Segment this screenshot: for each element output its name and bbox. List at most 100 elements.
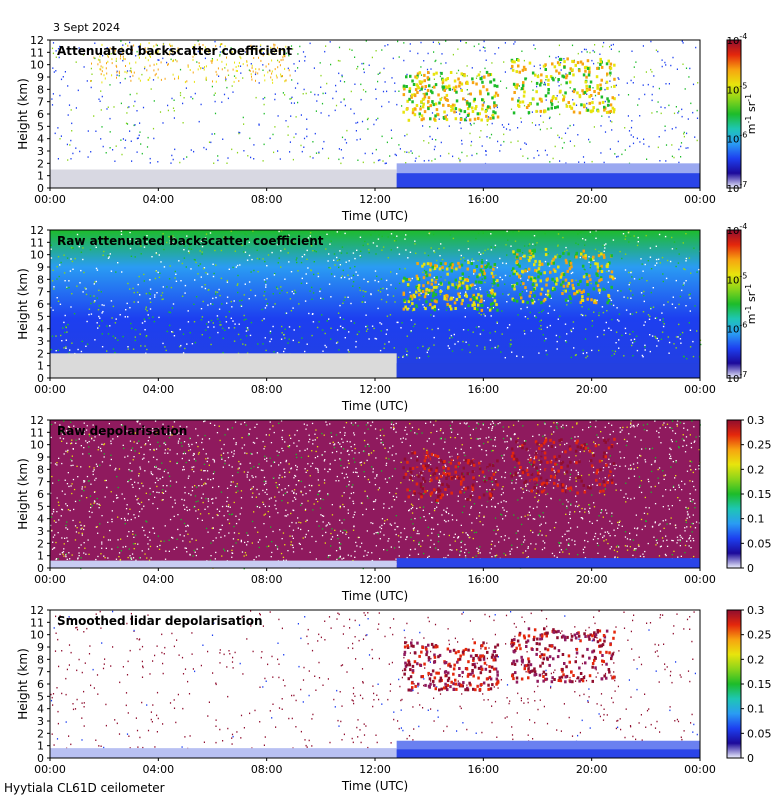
y-tick-label: 4: [37, 703, 44, 716]
x-tick-label: 08:00: [251, 573, 283, 586]
x-tick-label: 08:00: [251, 763, 283, 776]
cloud-layer: [403, 641, 500, 692]
panel-title: Smoothed lidar depolarisation: [57, 614, 263, 628]
colorbar-tick-label: 0.25: [747, 629, 772, 642]
y-tick-label: 11: [30, 236, 44, 249]
x-tick-label: 04:00: [142, 193, 174, 206]
colorbar-tick-label: 0.15: [747, 488, 772, 501]
x-tick-label: 12:00: [359, 763, 391, 776]
y-tick-label: 5: [37, 500, 44, 513]
heatmap-texture: [50, 420, 702, 570]
panel-title: Raw attenuated backscatter coefficient: [57, 234, 324, 248]
heatmap-texture: [50, 40, 700, 188]
y-tick-label: 1: [37, 740, 44, 753]
colorbar-tick-label: 10-4: [727, 32, 748, 47]
x-tick-label: 16:00: [467, 193, 499, 206]
y-axis-label: Height (km): [16, 648, 30, 719]
y-tick-label: 10: [30, 59, 44, 72]
y-tick-label: 9: [37, 261, 44, 274]
y-tick-label: 7: [37, 286, 44, 299]
colorbar-tick-label: 10-5: [727, 271, 748, 286]
colorbar: [726, 419, 742, 569]
y-tick-label: 4: [37, 323, 44, 336]
panel-title: Raw depolarisation: [57, 424, 187, 438]
colorbar-tick-label: 0.05: [747, 537, 772, 550]
y-tick-label: 6: [37, 488, 44, 501]
x-tick-label: 00:00: [684, 763, 716, 776]
heatmap-texture: [50, 230, 702, 378]
x-axis-label: Time (UTC): [341, 209, 408, 223]
x-tick-label: 08:00: [251, 193, 283, 206]
colorbar-tick-label: 0.1: [747, 513, 765, 526]
x-tick-label: 00:00: [34, 193, 66, 206]
x-tick-label: 12:00: [359, 193, 391, 206]
y-tick-label: 4: [37, 513, 44, 526]
x-axis-label: Time (UTC): [341, 779, 408, 793]
cloud-layer: [402, 70, 500, 122]
y-tick-label: 1: [37, 170, 44, 183]
y-tick-label: 12: [30, 224, 44, 237]
y-tick-label: 9: [37, 71, 44, 84]
y-tick-label: 0: [37, 752, 44, 765]
cloud-layer: [402, 451, 499, 502]
x-tick-label: 00:00: [684, 573, 716, 586]
y-tick-label: 5: [37, 690, 44, 703]
colorbar-tick-label: 10-4: [727, 222, 748, 237]
y-tick-label: 0: [37, 182, 44, 195]
cloud-layer: [510, 57, 616, 115]
x-tick-label: 12:00: [359, 383, 391, 396]
colorbar-tick-label: 0.2: [747, 653, 765, 666]
y-tick-label: 3: [37, 715, 44, 728]
colorbar-tick-label: 0.1: [747, 703, 765, 716]
x-tick-label: 16:00: [467, 573, 499, 586]
panel-4: Smoothed lidar depolarisation01234567891…: [16, 604, 772, 793]
x-tick-label: 04:00: [142, 383, 174, 396]
y-tick-label: 10: [30, 439, 44, 452]
y-axis-label: Height (km): [16, 458, 30, 529]
y-tick-label: 7: [37, 476, 44, 489]
x-axis-label: Time (UTC): [341, 399, 408, 413]
y-axis-label: Height (km): [16, 78, 30, 149]
cloud-layer: [402, 260, 500, 312]
colorbar-tick-label: 0: [747, 562, 754, 575]
x-tick-label: 04:00: [142, 763, 174, 776]
y-tick-label: 3: [37, 335, 44, 348]
y-tick-label: 12: [30, 34, 44, 47]
x-tick-label: 08:00: [251, 383, 283, 396]
date-label: 3 Sept 2024: [53, 21, 121, 34]
cloud-layer: [510, 437, 616, 495]
y-tick-label: 6: [37, 298, 44, 311]
colorbar-tick-label: 0: [747, 752, 754, 765]
x-tick-label: 16:00: [467, 763, 499, 776]
y-tick-label: 2: [37, 727, 44, 740]
y-tick-label: 8: [37, 83, 44, 96]
y-tick-label: 11: [30, 426, 44, 439]
x-tick-label: 20:00: [576, 763, 608, 776]
y-tick-label: 1: [37, 550, 44, 563]
plot-area: [50, 610, 700, 758]
colorbar-tick-label: 0.3: [747, 604, 765, 617]
y-tick-label: 2: [37, 157, 44, 170]
x-tick-label: 20:00: [576, 573, 608, 586]
x-tick-label: 16:00: [467, 383, 499, 396]
y-tick-label: 2: [37, 537, 44, 550]
x-tick-label: 00:00: [684, 193, 716, 206]
x-tick-label: 20:00: [576, 383, 608, 396]
y-tick-label: 1: [37, 360, 44, 373]
colorbar-tick-label: 0.3: [747, 414, 765, 427]
colorbar-tick-label: 0.25: [747, 439, 772, 452]
x-tick-label: 12:00: [359, 573, 391, 586]
colorbar-tick-label: 0.05: [747, 727, 772, 740]
colorbar-unit: m-1 sr-1: [744, 284, 758, 324]
x-tick-label: 00:00: [684, 383, 716, 396]
y-tick-label: 3: [37, 145, 44, 158]
y-tick-label: 11: [30, 616, 44, 629]
y-tick-label: 3: [37, 525, 44, 538]
y-tick-label: 2: [37, 347, 44, 360]
colorbar-tick-label: 0.15: [747, 678, 772, 691]
y-tick-label: 7: [37, 96, 44, 109]
colorbar-tick-label: 0.2: [747, 463, 765, 476]
cloud-layer: [511, 247, 615, 305]
